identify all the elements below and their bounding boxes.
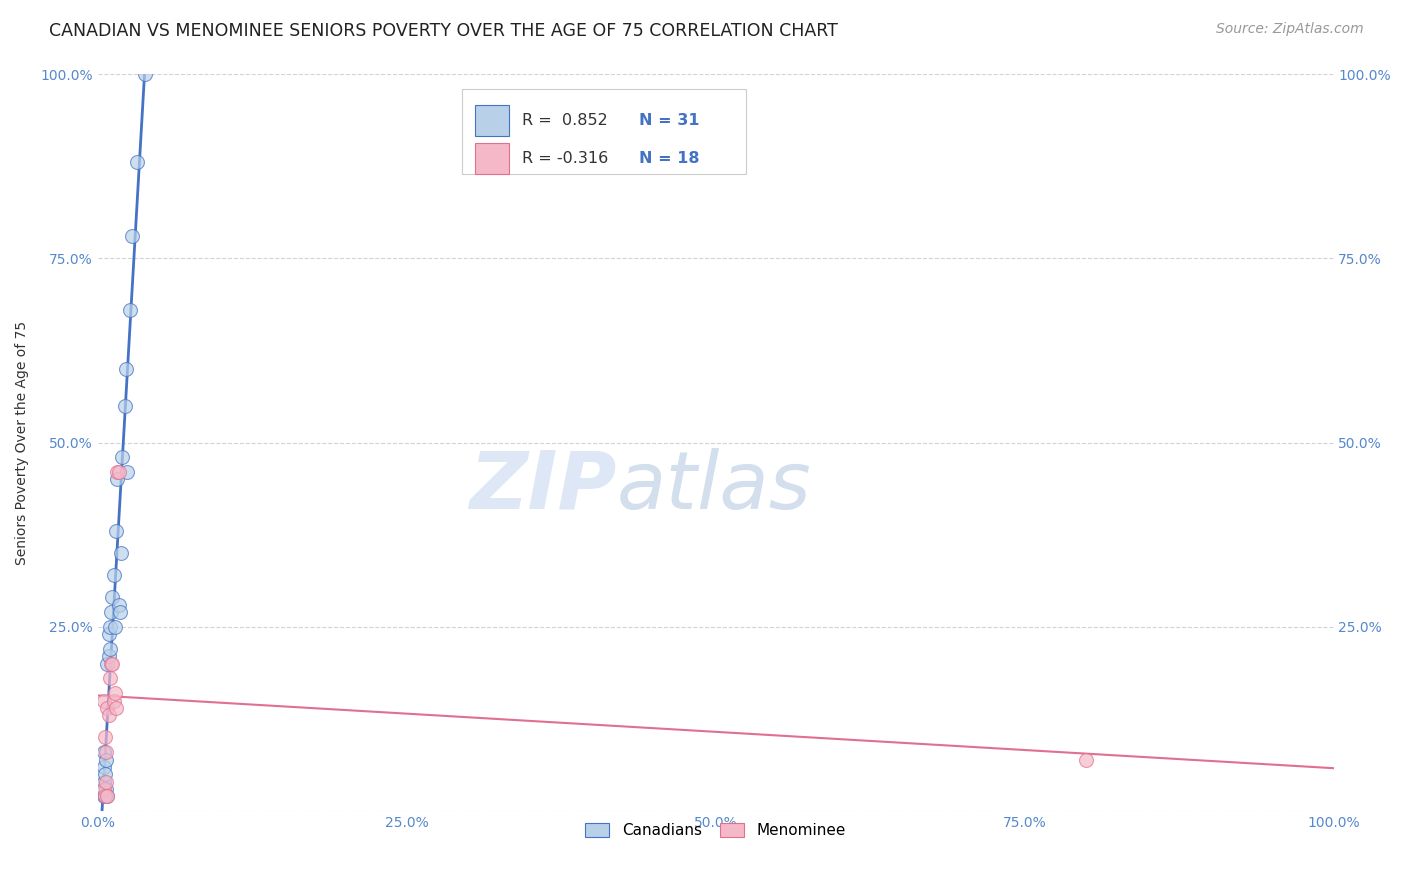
- Point: [94, 789, 117, 804]
- Point: [94, 767, 117, 781]
- Point: [117, 465, 139, 479]
- Point: [93, 789, 115, 804]
- Text: atlas: atlas: [617, 448, 811, 525]
- Point: [110, 546, 132, 560]
- Point: [107, 598, 129, 612]
- Point: [98, 620, 121, 634]
- Bar: [475, 143, 509, 174]
- Bar: [463, 89, 747, 174]
- Point: [118, 302, 141, 317]
- Point: [97, 708, 120, 723]
- Point: [97, 649, 120, 664]
- Y-axis label: Seniors Poverty Over the Age of 75: Seniors Poverty Over the Age of 75: [15, 320, 30, 565]
- Point: [121, 229, 143, 244]
- Point: [93, 760, 115, 774]
- Point: [93, 782, 115, 797]
- Legend: Canadians, Menominee: Canadians, Menominee: [579, 817, 852, 844]
- Point: [103, 693, 125, 707]
- Point: [96, 753, 118, 767]
- Point: [104, 620, 127, 634]
- Point: [103, 568, 125, 582]
- Point: [94, 731, 117, 745]
- Point: [105, 473, 128, 487]
- Point: [98, 642, 121, 657]
- Point: [101, 591, 124, 605]
- Point: [115, 362, 138, 376]
- Text: ZIP: ZIP: [470, 448, 617, 525]
- Point: [108, 605, 131, 619]
- Point: [111, 450, 134, 465]
- Point: [100, 605, 122, 619]
- Point: [93, 693, 115, 707]
- Text: R =  0.852: R = 0.852: [522, 113, 607, 128]
- Point: [127, 155, 149, 169]
- Point: [96, 657, 118, 671]
- Point: [96, 789, 118, 804]
- Point: [96, 782, 118, 797]
- Point: [107, 465, 129, 479]
- Point: [97, 627, 120, 641]
- Point: [96, 745, 118, 759]
- Point: [98, 672, 121, 686]
- Point: [114, 399, 136, 413]
- Point: [104, 686, 127, 700]
- Point: [134, 67, 156, 81]
- Point: [96, 789, 118, 804]
- Point: [105, 524, 128, 538]
- Point: [96, 701, 118, 715]
- Point: [105, 465, 128, 479]
- Point: [100, 657, 122, 671]
- Point: [94, 789, 117, 804]
- Point: [93, 745, 115, 759]
- Point: [101, 657, 124, 671]
- Point: [105, 701, 128, 715]
- Text: R = -0.316: R = -0.316: [522, 151, 607, 166]
- Text: Source: ZipAtlas.com: Source: ZipAtlas.com: [1216, 22, 1364, 37]
- Bar: [475, 105, 509, 136]
- Point: [93, 774, 115, 789]
- Text: N = 18: N = 18: [638, 151, 699, 166]
- Point: [1076, 753, 1098, 767]
- Point: [96, 774, 118, 789]
- Text: N = 31: N = 31: [638, 113, 699, 128]
- Text: CANADIAN VS MENOMINEE SENIORS POVERTY OVER THE AGE OF 75 CORRELATION CHART: CANADIAN VS MENOMINEE SENIORS POVERTY OV…: [49, 22, 838, 40]
